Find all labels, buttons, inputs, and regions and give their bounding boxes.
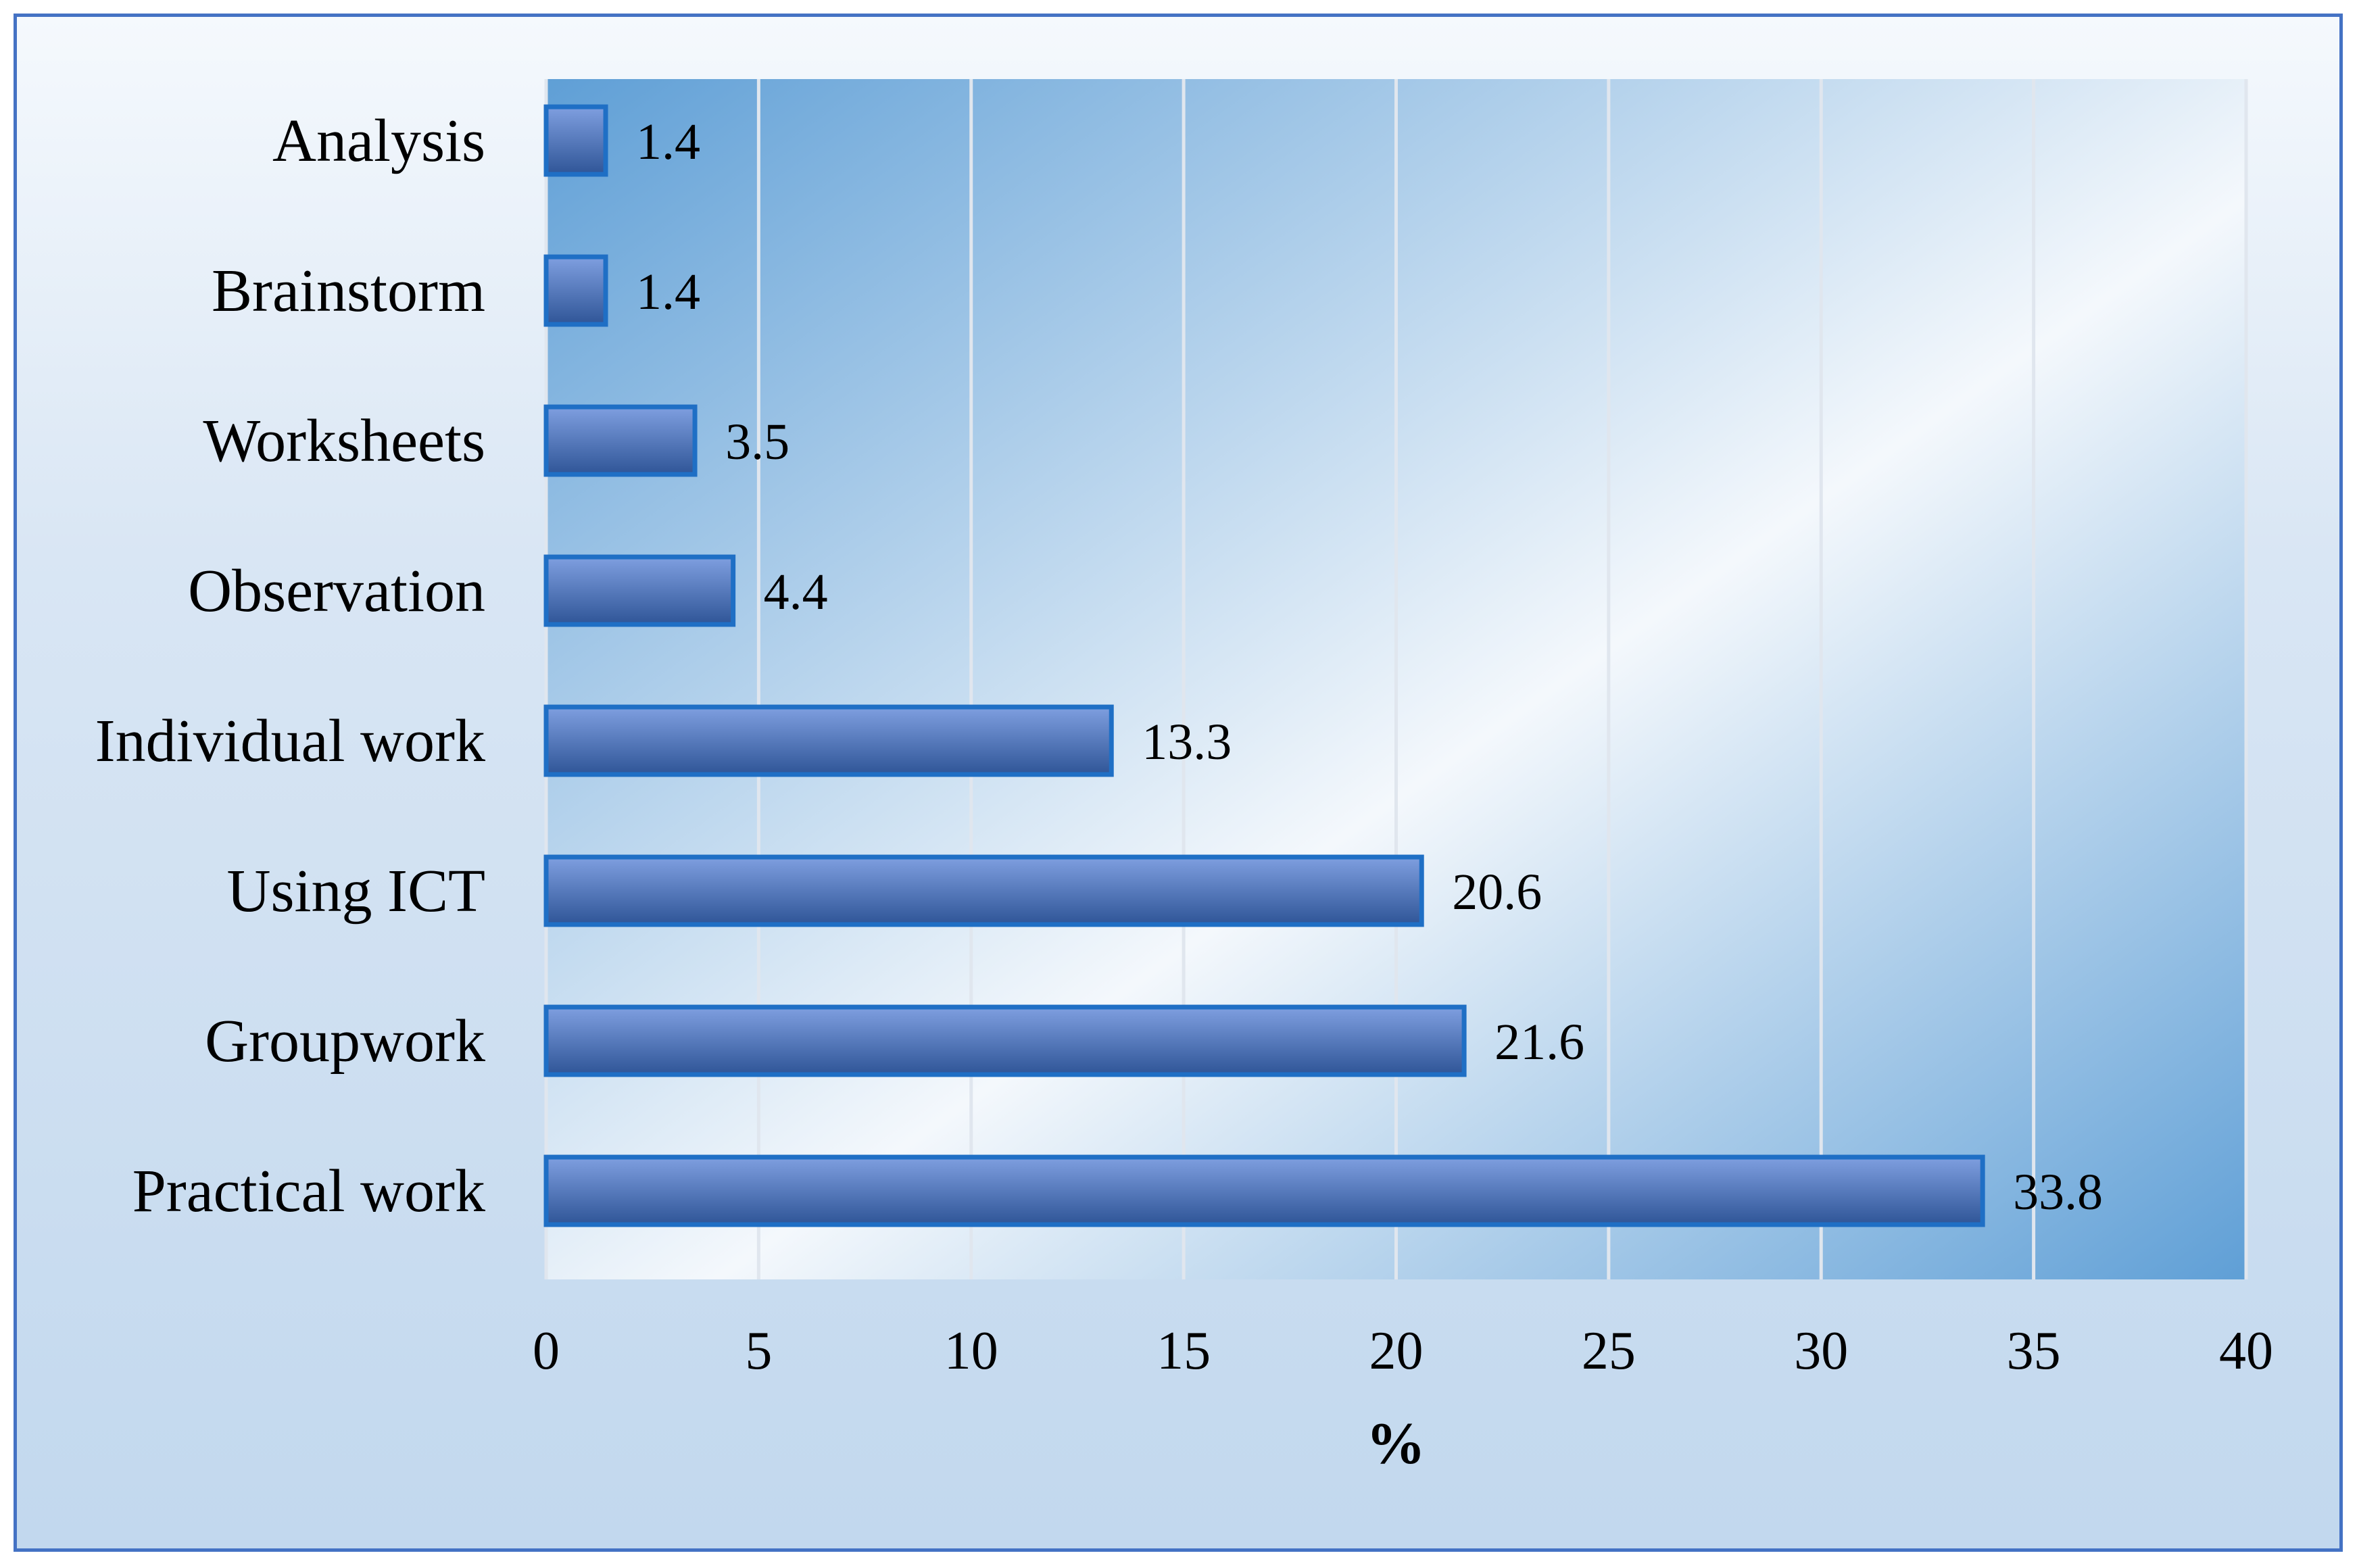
bar — [543, 1154, 1985, 1227]
category-label: Observation — [188, 558, 485, 624]
x-tick-label: 30 — [1794, 1321, 1848, 1381]
x-axis-title: % — [1366, 1411, 1426, 1477]
x-tick-label: 25 — [1582, 1321, 1636, 1381]
x-tick-label: 15 — [1157, 1321, 1211, 1381]
data-label: 20.6 — [1452, 864, 1542, 921]
category-label: Groupwork — [205, 1008, 485, 1075]
labels: 0 5 10 15 20 25 30 35 40 Analysis 1.4 Brainstorm 1.4… — [95, 107, 2273, 1381]
data-label: 33.8 — [2013, 1164, 2103, 1221]
bar — [543, 704, 1114, 777]
category-label: Analysis — [272, 107, 485, 174]
gridlines — [544, 79, 2248, 1279]
data-label: 4.4 — [764, 564, 828, 620]
x-tick-label: 10 — [944, 1321, 998, 1381]
bar — [543, 554, 736, 627]
bar — [543, 1004, 1467, 1077]
data-label: 3.5 — [725, 414, 789, 470]
category-label: Practical work — [132, 1158, 485, 1225]
bars — [543, 104, 1985, 1227]
category-label: Using ICT — [227, 858, 486, 925]
category-label: Individual work — [95, 708, 485, 775]
data-label: 21.6 — [1494, 1014, 1584, 1071]
bar — [543, 104, 608, 177]
x-tick-label: 5 — [745, 1321, 772, 1381]
data-label: 1.4 — [636, 264, 700, 320]
category-label: Brainstorm — [212, 258, 485, 324]
bar — [543, 404, 698, 477]
x-tick-label: 35 — [2007, 1321, 2061, 1381]
x-tick-label: 40 — [2219, 1321, 2273, 1381]
x-tick-label: 20 — [1369, 1321, 1424, 1381]
data-label: 1.4 — [636, 114, 700, 170]
data-label: 13.3 — [1142, 714, 1232, 770]
bar — [543, 254, 608, 327]
bar — [543, 854, 1424, 927]
category-label: Worksheets — [203, 408, 485, 474]
x-tick-label: 0 — [533, 1321, 560, 1381]
